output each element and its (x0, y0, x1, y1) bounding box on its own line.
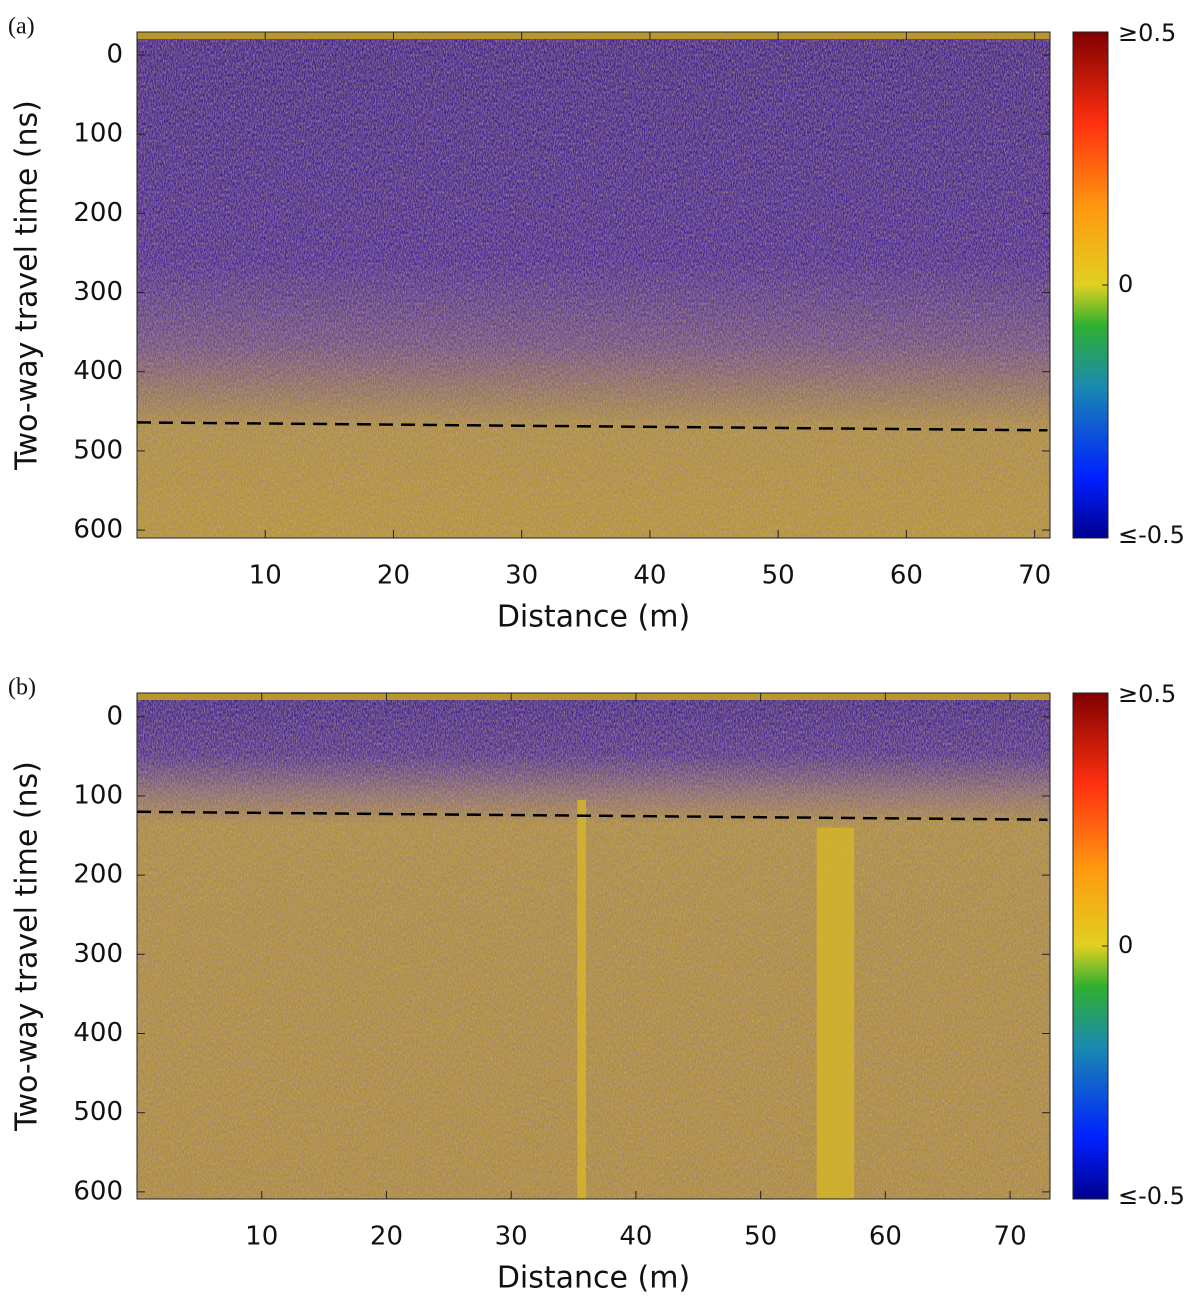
top-strip (137, 32, 1050, 39)
y-tick-label: 300 (73, 939, 123, 969)
x-tick-label: 30 (505, 561, 538, 591)
y-tick-label: 200 (73, 198, 123, 228)
bright-column (816, 827, 855, 1199)
colorbar-tick-label: ≤-0.5 (1118, 1182, 1185, 1210)
radargram-noise (137, 32, 1050, 538)
dashed-line (136, 421, 1048, 432)
x-tick-label: 30 (495, 1222, 528, 1252)
x-axis-label: Distance (m) (497, 600, 690, 635)
x-tick-label: 50 (744, 1222, 777, 1252)
x-tick-label: 20 (370, 1222, 403, 1252)
y-axis-label: Two-way travel time (ns) (10, 100, 45, 471)
y-tick-label: 0 (106, 39, 123, 69)
y-tick-label: 300 (73, 277, 123, 307)
x-tick-label: 70 (994, 1222, 1027, 1252)
bright-column (577, 799, 587, 1199)
colorbar-tick-label: ≥0.5 (1118, 19, 1176, 47)
x-tick-label: 70 (1018, 561, 1051, 591)
y-tick-label: 200 (73, 860, 123, 890)
top-strip (137, 693, 1050, 700)
y-tick-label: 600 (73, 1176, 123, 1206)
radargram-noise (137, 693, 1050, 1199)
dashed-line (136, 810, 1048, 821)
y-tick-label: 100 (73, 780, 123, 810)
colorbar-tick-label: ≥0.5 (1118, 680, 1176, 708)
x-tick-label: 20 (377, 561, 410, 591)
plot-frame (136, 31, 1051, 539)
panel-label: (a) (8, 14, 35, 40)
x-tick-label: 50 (762, 561, 795, 591)
x-tick-label: 40 (633, 561, 666, 591)
y-tick-label: 500 (73, 1097, 123, 1127)
x-tick-label: 60 (869, 1222, 902, 1252)
x-tick-label: 10 (245, 1222, 278, 1252)
x-axis-label: Distance (m) (497, 1261, 690, 1296)
x-tick-label: 60 (890, 561, 923, 591)
y-tick-label: 600 (73, 515, 123, 545)
y-tick-label: 400 (73, 356, 123, 386)
y-tick-label: 500 (73, 435, 123, 465)
y-tick-label: 400 (73, 1018, 123, 1048)
panel-label: (b) (8, 675, 36, 701)
colorbar-tick-label: 0 (1118, 931, 1133, 959)
y-tick-label: 100 (73, 119, 123, 149)
x-tick-label: 40 (619, 1222, 652, 1252)
y-axis-label: Two-way travel time (ns) (10, 761, 45, 1132)
colorbar-tick-label: 0 (1118, 270, 1133, 298)
y-tick-label: 0 (106, 701, 123, 731)
colorbar-tick-label: ≤-0.5 (1118, 521, 1185, 549)
x-tick-label: 10 (249, 561, 282, 591)
plot-frame (136, 692, 1051, 1200)
